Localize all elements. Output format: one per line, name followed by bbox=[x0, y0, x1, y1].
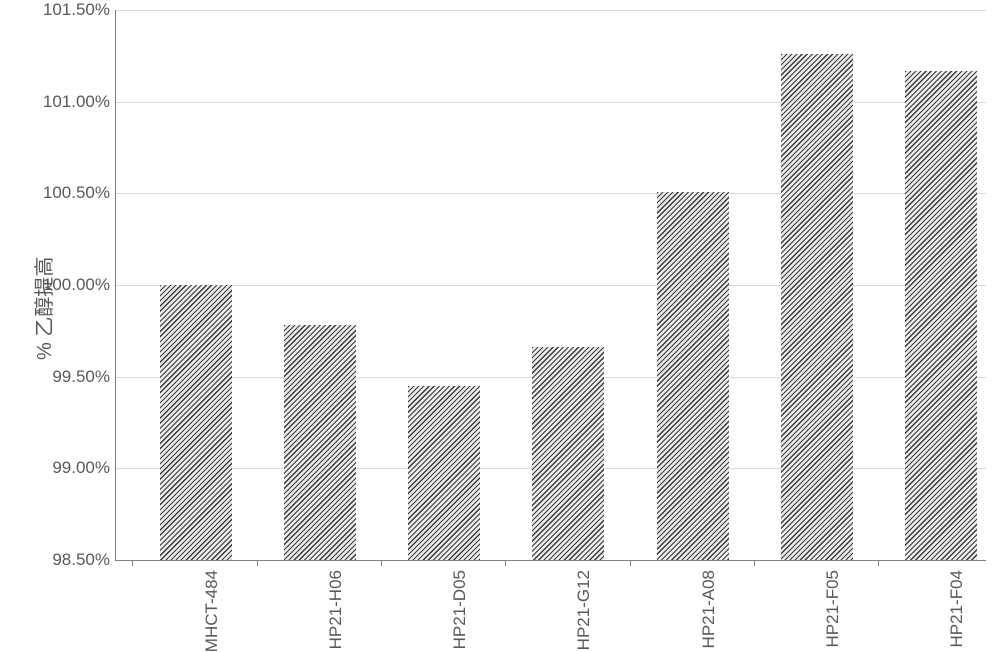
gridline bbox=[116, 102, 986, 103]
bar bbox=[532, 347, 604, 560]
y-tick-label: 98.50% bbox=[20, 550, 110, 570]
x-tick-mark bbox=[630, 560, 631, 566]
y-tick-label: 100.50% bbox=[20, 183, 110, 203]
y-tick-label: 101.50% bbox=[20, 0, 110, 20]
ethanol-improvement-chart: % 乙醇提高 98.50% 99.00% 99.50% 100.00% 100.50% 1… bbox=[0, 0, 1000, 638]
plot-area bbox=[115, 10, 986, 561]
bar-hatch bbox=[408, 386, 480, 560]
x-tick-mark bbox=[257, 560, 258, 566]
y-tick-label: 99.00% bbox=[20, 458, 110, 478]
bar bbox=[905, 71, 977, 561]
gridline bbox=[116, 285, 986, 286]
y-axis-title: % 乙醇提高 bbox=[28, 257, 57, 360]
x-tick-mark bbox=[132, 560, 133, 566]
bar bbox=[781, 54, 853, 560]
x-tick-mark bbox=[754, 560, 755, 566]
bar-hatch bbox=[781, 54, 853, 560]
gridline bbox=[116, 193, 986, 194]
bar bbox=[408, 386, 480, 560]
bar bbox=[284, 325, 356, 560]
bar bbox=[657, 192, 729, 561]
x-tick-label: HP21-H06 bbox=[326, 570, 346, 649]
x-tick-label: HP21-F05 bbox=[823, 570, 843, 647]
x-tick-label: HP21-G12 bbox=[574, 570, 594, 650]
bar-hatch bbox=[160, 285, 232, 560]
x-tick-label: HP21-F04 bbox=[947, 570, 967, 647]
x-tick-label: MHCT-484 bbox=[202, 570, 222, 652]
x-tick-label: HP21-D05 bbox=[450, 570, 470, 649]
x-tick-label: HP21-A08 bbox=[699, 570, 719, 648]
x-tick-mark bbox=[505, 560, 506, 566]
gridline bbox=[116, 10, 986, 11]
y-tick-label: 100.00% bbox=[20, 275, 110, 295]
x-tick-mark bbox=[878, 560, 879, 566]
x-tick-mark bbox=[381, 560, 382, 566]
bar-hatch bbox=[532, 347, 604, 560]
bar-hatch bbox=[905, 71, 977, 561]
bar bbox=[160, 285, 232, 560]
bar-hatch bbox=[284, 325, 356, 560]
bar-hatch bbox=[657, 192, 729, 561]
y-tick-label: 99.50% bbox=[20, 367, 110, 387]
y-tick-label: 101.00% bbox=[20, 92, 110, 112]
